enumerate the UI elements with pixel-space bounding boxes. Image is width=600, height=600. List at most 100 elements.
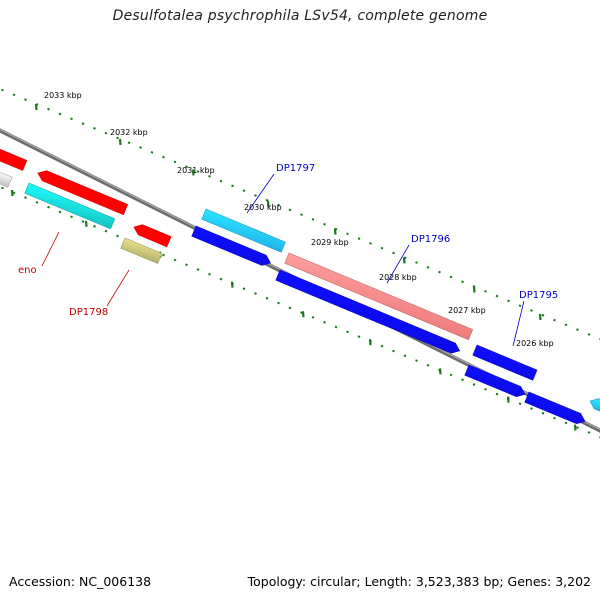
gene-label-text: eno — [18, 265, 37, 276]
major-tick — [506, 396, 510, 403]
gene-label-text: DP1798 — [69, 307, 108, 318]
tick-dot — [369, 242, 372, 245]
tick-dot — [392, 251, 395, 255]
tick-dot — [576, 426, 579, 429]
tick-dot — [323, 222, 326, 226]
gene-dp1798[interactable] — [120, 237, 163, 264]
tick-dot — [104, 131, 108, 135]
gene-label-text: DP1797 — [276, 163, 315, 174]
tick-dot — [81, 220, 85, 223]
gene-dp1796[interactable] — [284, 252, 474, 341]
tick-dot — [334, 325, 338, 329]
tick-dot — [311, 316, 315, 319]
gene-eno[interactable] — [37, 170, 129, 216]
tick-dot — [277, 203, 280, 207]
gene-red-edge[interactable] — [0, 145, 28, 171]
tick-dot — [1, 88, 4, 92]
gene-blue-1[interactable] — [191, 225, 271, 266]
tick-dot — [116, 234, 119, 238]
tick-dot — [139, 146, 142, 149]
major-tick — [10, 189, 14, 197]
major-tick — [301, 311, 305, 318]
tick-dot — [70, 215, 73, 219]
tick-dot — [196, 170, 200, 173]
gene-blue-2[interactable] — [275, 269, 461, 354]
tick-dot — [495, 294, 499, 298]
tick-dot — [231, 184, 234, 188]
tick-label: 2027 kbp — [448, 306, 486, 315]
tick-dot — [70, 117, 73, 121]
tick-dot — [104, 229, 108, 233]
tick-dot — [415, 261, 418, 264]
tick-dot — [311, 218, 315, 221]
tick-dot — [357, 237, 361, 240]
tick-dot — [300, 213, 303, 216]
tick-dot — [208, 272, 211, 276]
tick-dot — [93, 127, 96, 130]
major-tick — [472, 286, 476, 293]
tick-dot — [346, 232, 349, 236]
tick-dot — [587, 333, 591, 336]
tick-dot — [24, 98, 27, 101]
tick-dot — [1, 186, 4, 190]
genome-summary: Topology: circular; Length: 3,523,383 bp… — [247, 574, 591, 589]
tick-dot — [380, 344, 384, 348]
gene-blue-4[interactable] — [524, 391, 586, 425]
major-tick — [438, 368, 442, 375]
tick-dot — [576, 328, 579, 331]
tick-dot — [518, 304, 522, 308]
tick-dot — [185, 165, 188, 169]
major-tick — [84, 220, 88, 227]
gene-label-text: DP1796 — [411, 234, 450, 245]
gene-skyblue-edge[interactable] — [589, 398, 600, 414]
tick-dot — [426, 266, 430, 269]
gene-label-eno[interactable]: eno — [18, 231, 60, 276]
tick-dot — [288, 208, 292, 212]
tick-dot — [380, 246, 384, 250]
gene-dp1797[interactable] — [201, 208, 286, 253]
major-tick — [266, 200, 270, 207]
tick-dot — [81, 122, 85, 125]
tick-dot — [541, 411, 545, 415]
major-tick — [230, 281, 234, 288]
major-tick — [333, 228, 337, 235]
tick-dot — [541, 313, 545, 317]
tick-dot — [242, 287, 246, 291]
tick-dot — [415, 359, 418, 362]
tick-dot — [357, 335, 361, 338]
gene-grey-edge[interactable] — [0, 168, 13, 188]
major-tick — [368, 339, 372, 346]
tick-dot — [530, 309, 533, 312]
tick-dot — [162, 155, 165, 159]
gene-label-dp1795[interactable]: DP1795 — [512, 290, 558, 347]
tick-dot — [265, 296, 269, 300]
major-tick — [573, 424, 577, 431]
tick-dot — [587, 431, 591, 434]
gene-label-dp1798[interactable]: DP1798 — [69, 269, 130, 318]
tick-dot — [461, 378, 464, 382]
leader-line — [386, 244, 410, 284]
tick-dot — [58, 112, 62, 116]
tick-dot — [162, 253, 165, 257]
gene-red-small[interactable] — [133, 224, 172, 248]
gene-label-text: DP1795 — [519, 290, 558, 301]
tick-dot — [392, 349, 395, 353]
gene-blue-3[interactable] — [464, 364, 526, 398]
tick-dot — [507, 299, 510, 303]
tick-dot — [518, 402, 522, 406]
tick-dot — [530, 407, 533, 410]
tick-dot — [553, 318, 556, 322]
tick-dot — [553, 416, 556, 420]
tick-dot — [242, 189, 246, 193]
tick-dot — [495, 392, 499, 396]
gene-label-dp1796[interactable]: DP1796 — [386, 234, 450, 284]
tick-dot — [277, 301, 280, 305]
tick-dot — [288, 306, 292, 310]
tick-dot — [346, 330, 349, 334]
gene-dp1795[interactable] — [472, 344, 538, 381]
tick-dot — [323, 320, 326, 324]
tick-dot — [173, 160, 177, 164]
gene-cyan[interactable] — [24, 182, 116, 230]
gene-label-dp1797[interactable]: DP1797 — [246, 163, 315, 214]
